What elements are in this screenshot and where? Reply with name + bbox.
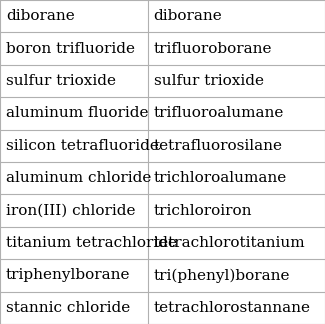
Text: titanium tetrachloride: titanium tetrachloride [6, 236, 177, 250]
Text: iron(III) chloride: iron(III) chloride [6, 203, 135, 218]
Text: trifluoroborane: trifluoroborane [154, 41, 272, 56]
Text: tri(phenyl)borane: tri(phenyl)borane [154, 268, 290, 283]
Text: silicon tetrafluoride: silicon tetrafluoride [6, 139, 159, 153]
Text: aluminum chloride: aluminum chloride [6, 171, 151, 185]
Text: sulfur trioxide: sulfur trioxide [6, 74, 116, 88]
Text: diborane: diborane [6, 9, 75, 23]
Text: trichloroiron: trichloroiron [154, 203, 252, 218]
Text: triphenylborane: triphenylborane [6, 268, 130, 283]
Text: diborane: diborane [154, 9, 223, 23]
Text: tetrachlorostannane: tetrachlorostannane [154, 301, 311, 315]
Text: tetrachlorotitanium: tetrachlorotitanium [154, 236, 306, 250]
Text: aluminum fluoride: aluminum fluoride [6, 106, 148, 121]
Text: boron trifluoride: boron trifluoride [6, 41, 135, 56]
Text: sulfur trioxide: sulfur trioxide [154, 74, 264, 88]
Text: trifluoroalumane: trifluoroalumane [154, 106, 284, 121]
Text: stannic chloride: stannic chloride [6, 301, 130, 315]
Text: trichloroalumane: trichloroalumane [154, 171, 287, 185]
Text: tetrafluorosilane: tetrafluorosilane [154, 139, 283, 153]
